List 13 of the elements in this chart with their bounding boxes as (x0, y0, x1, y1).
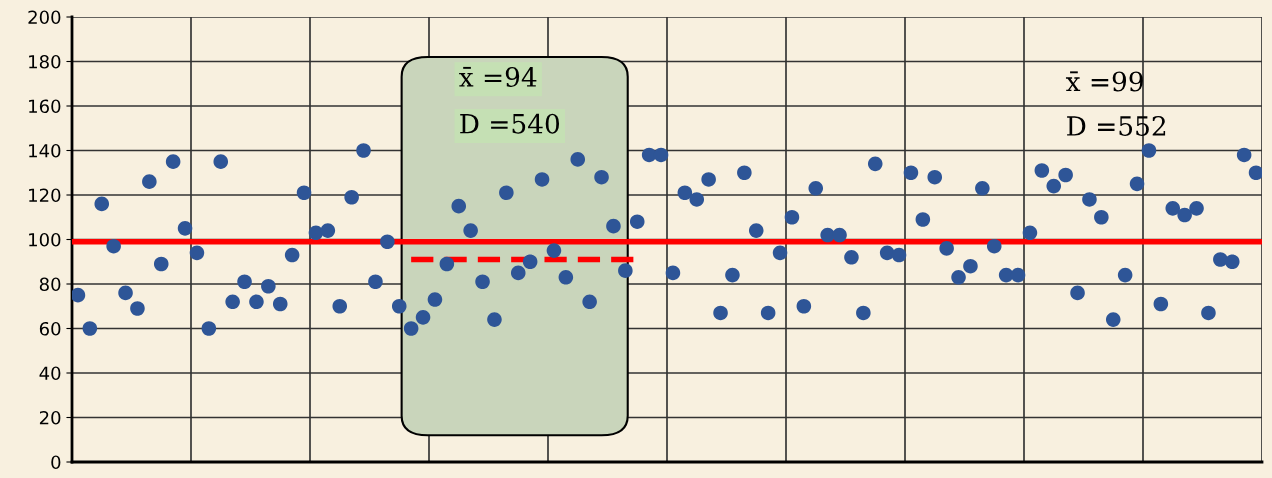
y-tick-label: 180 (29, 54, 61, 69)
y-tick-label: 200 (28, 10, 61, 25)
y-tick-label: 100 (29, 232, 61, 247)
y-tick-label: 120 (29, 188, 61, 203)
y-tick-label: 60 (39, 321, 61, 336)
y-tick-label: 80 (39, 277, 61, 292)
annotation: x̄ =94 (459, 66, 537, 87)
y-tick-label: 160 (29, 99, 61, 114)
y-tick-label: 0 (51, 455, 61, 470)
y-tick-label: 140 (29, 143, 61, 158)
annotation: D =540 (460, 113, 560, 134)
y-tick-label: 20 (39, 410, 61, 425)
y-tick-label: 40 (39, 366, 61, 381)
